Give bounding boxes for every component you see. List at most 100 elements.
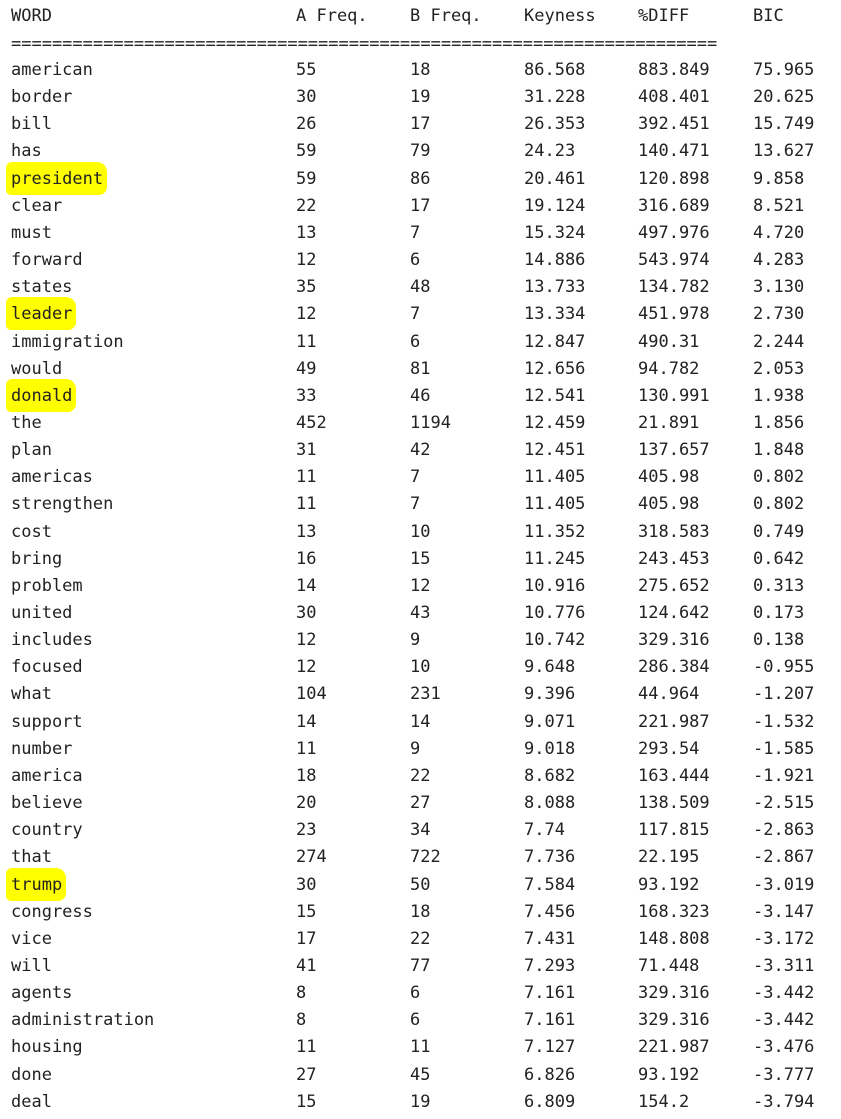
cell-pct-diff: 120.898: [638, 169, 710, 189]
cell-pct-diff: 94.782: [638, 359, 700, 379]
cell-b-freq: 50: [410, 875, 431, 895]
highlight-mark: [6, 868, 66, 901]
cell-a-freq: 12: [296, 250, 317, 270]
cell-a-freq: 30: [296, 875, 317, 895]
table-row: americas 11 7 11.405 405.98 0.802: [0, 464, 841, 491]
cell-keyness: 11.405: [524, 467, 586, 487]
cell-a-freq: 13: [296, 223, 317, 243]
cell-keyness: 7.431: [524, 929, 576, 949]
cell-word: that: [11, 847, 52, 867]
cell-keyness: 9.648: [524, 657, 576, 677]
cell-word: believe: [11, 793, 83, 813]
cell-word: states: [11, 277, 73, 297]
cell-bic: 2.730: [753, 304, 805, 324]
header-a-freq: A Freq.: [296, 6, 368, 26]
cell-b-freq: 86: [410, 169, 431, 189]
cell-word: agents: [11, 983, 73, 1003]
cell-a-freq: 274: [296, 847, 327, 867]
cell-keyness: 7.584: [524, 875, 576, 895]
cell-pct-diff: 154.2: [638, 1092, 690, 1112]
cell-keyness: 9.018: [524, 739, 576, 759]
cell-bic: 4.720: [753, 223, 805, 243]
cell-b-freq: 10: [410, 657, 431, 677]
cell-word: housing: [11, 1037, 83, 1057]
cell-pct-diff: 163.444: [638, 766, 710, 786]
cell-word: plan: [11, 440, 52, 460]
cell-bic: -3.019: [753, 875, 815, 895]
cell-b-freq: 7: [410, 467, 421, 487]
cell-word: focused: [11, 657, 83, 677]
cell-bic: 0.802: [753, 467, 805, 487]
table-row: believe 20 27 8.088 138.509 -2.515: [0, 790, 841, 817]
table-row: president 59 86 20.461 120.898 9.858: [0, 166, 841, 193]
cell-keyness: 12.847: [524, 332, 586, 352]
cell-pct-diff: 451.978: [638, 304, 710, 324]
cell-b-freq: 11: [410, 1037, 431, 1057]
cell-keyness: 10.776: [524, 603, 586, 623]
cell-a-freq: 8: [296, 983, 307, 1003]
cell-a-freq: 12: [296, 630, 317, 650]
cell-keyness: 11.352: [524, 522, 586, 542]
table-row: housing 11 11 7.127 221.987 -3.476: [0, 1034, 841, 1061]
cell-keyness: 6.809: [524, 1092, 576, 1112]
cell-bic: -3.794: [753, 1092, 815, 1112]
table-row: immigration 11 6 12.847 490.31 2.244: [0, 329, 841, 356]
table-row: administration 8 6 7.161 329.316 -3.442: [0, 1007, 841, 1034]
cell-bic: 2.244: [753, 332, 805, 352]
table-row: cost 13 10 11.352 318.583 0.749: [0, 519, 841, 546]
cell-a-freq: 23: [296, 820, 317, 840]
cell-pct-diff: 22.195: [638, 847, 700, 867]
cell-b-freq: 6: [410, 1010, 421, 1030]
cell-bic: 13.627: [753, 141, 815, 161]
cell-a-freq: 59: [296, 141, 317, 161]
cell-bic: 0.138: [753, 630, 805, 650]
cell-bic: -1.207: [753, 684, 815, 704]
cell-pct-diff: 221.987: [638, 1037, 710, 1057]
table-row: has 59 79 24.23 140.471 13.627: [0, 138, 841, 165]
cell-pct-diff: 130.991: [638, 386, 710, 406]
table-row: clear 22 17 19.124 316.689 8.521: [0, 193, 841, 220]
cell-keyness: 6.826: [524, 1065, 576, 1085]
table-row: strengthen 11 7 11.405 405.98 0.802: [0, 491, 841, 518]
cell-keyness: 7.293: [524, 956, 576, 976]
cell-keyness: 11.405: [524, 494, 586, 514]
cell-b-freq: 15: [410, 549, 431, 569]
cell-b-freq: 45: [410, 1065, 431, 1085]
table-row: forward 12 6 14.886 543.974 4.283: [0, 247, 841, 274]
cell-b-freq: 27: [410, 793, 431, 813]
cell-word: has: [11, 141, 42, 161]
cell-pct-diff: 883.849: [638, 60, 710, 80]
cell-a-freq: 20: [296, 793, 317, 813]
table-row: border 30 19 31.228 408.401 20.625: [0, 84, 841, 111]
cell-a-freq: 13: [296, 522, 317, 542]
cell-keyness: 12.459: [524, 413, 586, 433]
cell-a-freq: 11: [296, 467, 317, 487]
cell-word: would: [11, 359, 63, 379]
cell-word: americas: [11, 467, 93, 487]
cell-keyness: 8.088: [524, 793, 576, 813]
cell-word: forward: [11, 250, 83, 270]
cell-a-freq: 452: [296, 413, 327, 433]
cell-bic: 8.521: [753, 196, 805, 216]
cell-pct-diff: 392.451: [638, 114, 710, 134]
cell-bic: -0.955: [753, 657, 815, 677]
table-row: must 13 7 15.324 497.976 4.720: [0, 220, 841, 247]
cell-keyness: 24.23: [524, 141, 576, 161]
cell-a-freq: 59: [296, 169, 317, 189]
cell-pct-diff: 71.448: [638, 956, 700, 976]
cell-pct-diff: 93.192: [638, 1065, 700, 1085]
cell-word: must: [11, 223, 52, 243]
cell-pct-diff: 148.808: [638, 929, 710, 949]
cell-a-freq: 17: [296, 929, 317, 949]
cell-keyness: 11.245: [524, 549, 586, 569]
cell-bic: -3.777: [753, 1065, 815, 1085]
cell-pct-diff: 21.891: [638, 413, 700, 433]
cell-a-freq: 18: [296, 766, 317, 786]
cell-a-freq: 12: [296, 304, 317, 324]
table-row: bill 26 17 26.353 392.451 15.749: [0, 111, 841, 138]
cell-keyness: 26.353: [524, 114, 586, 134]
cell-a-freq: 35: [296, 277, 317, 297]
cell-a-freq: 49: [296, 359, 317, 379]
highlight-mark: [6, 297, 76, 330]
cell-keyness: 15.324: [524, 223, 586, 243]
